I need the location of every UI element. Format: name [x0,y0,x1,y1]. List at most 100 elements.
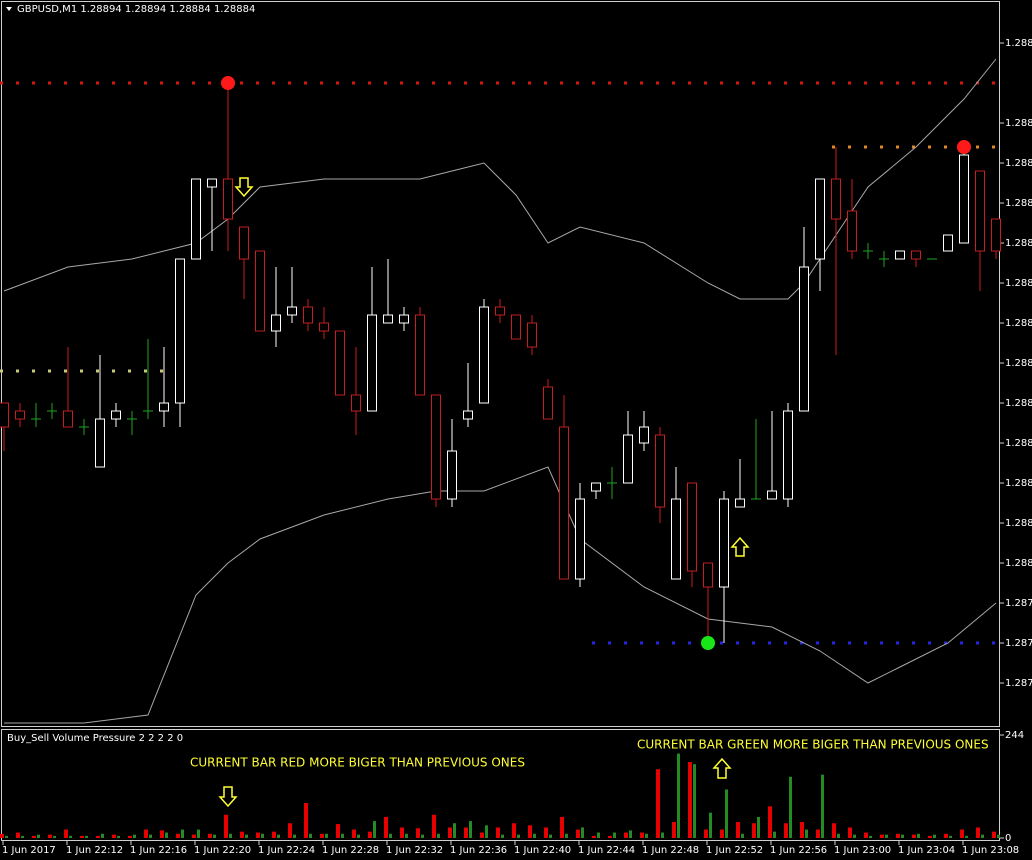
candle-body [543,386,553,420]
volume-bar [677,753,680,838]
volume-bar [880,834,884,838]
volume-bar [976,827,980,838]
volume-bar [688,762,692,838]
candle-body [159,402,169,412]
candle-body [847,210,857,252]
volume-bar [869,835,872,838]
volume-bar [928,835,932,838]
candle-body [527,322,537,348]
candle-body [95,418,105,468]
volume-bar [368,831,372,838]
bollinger-band [4,466,997,724]
volume-bar [48,834,52,838]
signal-dot [701,636,715,650]
candle-body [991,218,1001,252]
volume-bar [837,833,840,838]
candle-body [447,450,457,500]
volume-bar [245,834,248,838]
volume-bar [581,827,584,838]
volume-bar [192,834,196,838]
x-tick-label: 1 Jun 22:40 [514,845,571,856]
volume-bar [565,833,568,838]
candle-body [783,410,793,500]
candle-body [431,394,441,500]
candle-body [687,482,697,572]
volume-bar [69,835,72,838]
candle-body [239,226,249,260]
volume-bar [512,823,516,838]
volume-bar [480,832,484,838]
candle-body [399,314,409,324]
volume-bar [240,831,244,838]
volume-bar [389,833,392,838]
volume-bar [592,835,596,838]
menu-triangle[interactable] [6,7,12,11]
annotation: CURRENT BAR GREEN MORE BIGER THAN PREVIO… [637,738,989,752]
volume-bar [816,829,820,838]
volume-bar [645,833,648,838]
volume-bar [144,829,148,838]
volume-bar [16,832,20,838]
x-tick-label: 1 Jun 22:28 [322,845,379,856]
volume-bar [709,812,712,838]
x-tick-label: 1 Jun 22:24 [258,845,315,856]
candle-body [943,234,953,252]
x-tick-label: 1 Jun 22:20 [194,845,251,856]
y-tick-label: 1.2880 [1005,558,1032,569]
y-tick-label: 1.2884 [1005,198,1032,209]
volume-bar [501,834,504,838]
candle-body [895,250,905,260]
y-tick-label: 1.2885 [1005,118,1032,129]
candle-body [111,410,121,420]
volume-bar [208,833,212,838]
volume-pane-frame [1,729,1000,841]
volume-bar [800,821,804,838]
bollinger-band [3,58,997,300]
volume-bar [229,833,232,838]
signal-arrow [234,177,254,198]
candle-body [15,410,25,420]
candle-body [303,306,313,324]
volume-bar [736,821,740,838]
volume-bar [437,833,440,838]
volume-bar [997,834,1000,838]
volume-bar [357,834,360,838]
candle-body [767,490,777,500]
volume-bar [933,834,936,838]
y-tick-label: 1.2886 [1005,38,1032,49]
x-tick-label: 1 Jun 22:36 [450,845,507,856]
volume-bar [373,821,376,838]
signal-arrow [730,536,750,557]
candle-body [815,178,825,260]
volume-bar [832,823,836,838]
volume-bar [517,834,520,838]
volume-bar [405,833,408,838]
volume-bar [85,835,88,838]
volume-bar [453,823,456,838]
annotation: CURRENT BAR RED MORE BIGER THAN PREVIOUS… [190,756,525,770]
volume-bar [661,832,664,838]
volume-bar [613,832,616,838]
volume-bar [261,833,264,838]
volume-bar [624,832,628,838]
volume-bar [864,832,868,838]
volume-bar [741,833,744,838]
volume-bar [277,834,280,838]
volume-bar [21,835,24,838]
volume-bar [101,833,104,838]
volume-bar [784,823,788,838]
candle-body [223,178,233,220]
candle-body [0,402,9,428]
candle-body [591,482,601,492]
volume-bar [896,833,900,838]
candle-body [415,314,425,396]
volume-bar [128,835,132,838]
y-tick-label: 1.2882 [1005,358,1032,369]
volume-bar [773,831,776,838]
candle-body [831,178,841,220]
y-tick-label: 1.2883 [1005,318,1032,329]
